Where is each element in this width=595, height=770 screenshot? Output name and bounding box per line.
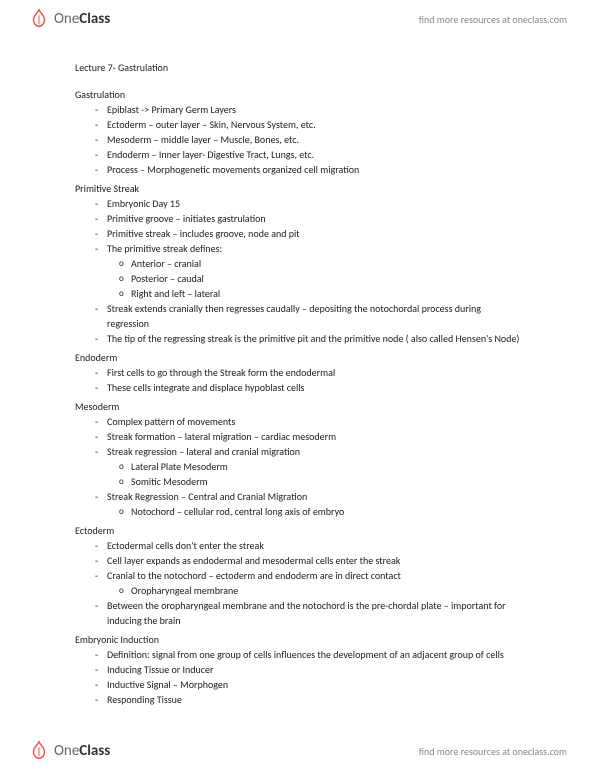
bullet-list: Definition: signal from one group of cel… [75, 647, 520, 707]
list-item: Streak formation – lateral migration – c… [75, 429, 520, 444]
sub-list-item: Somitic Mesoderm [107, 474, 520, 489]
sub-list-item: Oropharyngeal membrane [107, 583, 520, 598]
list-item: Between the oropharyngeal membrane and t… [75, 598, 520, 628]
list-item: Inductive Signal – Morphogen [75, 677, 520, 692]
sub-list-item: Posterior – caudal [107, 271, 520, 286]
list-item: The tip of the regressing streak is the … [75, 331, 520, 346]
sub-list: Notochord – cellular rod, central long a… [107, 504, 520, 519]
list-item: Cell layer expands as endodermal and mes… [75, 553, 520, 568]
page-header: OneClass find more resources at oneclass… [0, 0, 595, 38]
brand-name: OneClass [54, 10, 110, 28]
bullet-list: Ectodermal cells don't enter the streakC… [75, 538, 520, 628]
sub-list-item: Notochord – cellular rod, central long a… [107, 504, 520, 519]
bullet-list: Epiblast -> Primary Germ LayersEctoderm … [75, 102, 520, 177]
document-body: Lecture 7- Gastrulation GastrulationEpib… [0, 0, 595, 757]
list-item: Mesoderm – middle layer – Muscle, Bones,… [75, 132, 520, 147]
section-heading: Embryonic Induction [75, 632, 520, 647]
list-item: Primitive streak – includes groove, node… [75, 226, 520, 241]
sub-list: Oropharyngeal membrane [107, 583, 520, 598]
bullet-list: Complex pattern of movementsStreak forma… [75, 414, 520, 519]
list-item: Inducing Tissue or Inducer [75, 662, 520, 677]
section-heading: Endoderm [75, 350, 520, 365]
list-item: Streak Regression – Central and Cranial … [75, 489, 520, 519]
list-item: Endoderm – Inner layer- Digestive Tract,… [75, 147, 520, 162]
section-heading: Ectoderm [75, 523, 520, 538]
brand-logo-footer: OneClass [28, 740, 110, 762]
footer-tagline: find more resources at oneclass.com [419, 745, 567, 758]
list-item: Definition: signal from one group of cel… [75, 647, 520, 662]
page-footer: OneClass find more resources at oneclass… [0, 732, 595, 770]
bullet-list: First cells to go through the Streak for… [75, 365, 520, 395]
section-heading: Primitive Streak [75, 181, 520, 196]
list-item: First cells to go through the Streak for… [75, 365, 520, 380]
list-item: Streak extends cranially then regresses … [75, 301, 520, 331]
header-tagline: find more resources at oneclass.com [419, 13, 567, 26]
brand-name-footer: OneClass [54, 742, 110, 760]
list-item: Embryonic Day 15 [75, 196, 520, 211]
list-item: The primitive streak defines:Anterior – … [75, 241, 520, 301]
list-item: Ectodermal cells don't enter the streak [75, 538, 520, 553]
leaf-icon [28, 740, 50, 762]
sub-list-item: Right and left – lateral [107, 286, 520, 301]
lecture-title: Lecture 7- Gastrulation [75, 60, 520, 75]
list-item: Primitive groove – initiates gastrulatio… [75, 211, 520, 226]
section-heading: Gastrulation [75, 87, 520, 102]
sub-list-item: Lateral Plate Mesoderm [107, 459, 520, 474]
brand-logo: OneClass [28, 8, 110, 30]
leaf-icon [28, 8, 50, 30]
sub-list-item: Anterior – cranial [107, 256, 520, 271]
list-item: These cells integrate and displace hypob… [75, 380, 520, 395]
bullet-list: Embryonic Day 15Primitive groove – initi… [75, 196, 520, 346]
list-item: Streak regression – lateral and cranial … [75, 444, 520, 489]
section-heading: Mesoderm [75, 399, 520, 414]
list-item: Process – Morphogenetic movements organi… [75, 162, 520, 177]
sub-list: Lateral Plate MesodermSomitic Mesoderm [107, 459, 520, 489]
list-item: Cranial to the notochord – ectoderm and … [75, 568, 520, 598]
list-item: Epiblast -> Primary Germ Layers [75, 102, 520, 117]
sub-list: Anterior – cranialPosterior – caudalRigh… [107, 256, 520, 301]
list-item: Complex pattern of movements [75, 414, 520, 429]
list-item: Ectoderm – outer layer – Skin, Nervous S… [75, 117, 520, 132]
list-item: Responding Tissue [75, 692, 520, 707]
